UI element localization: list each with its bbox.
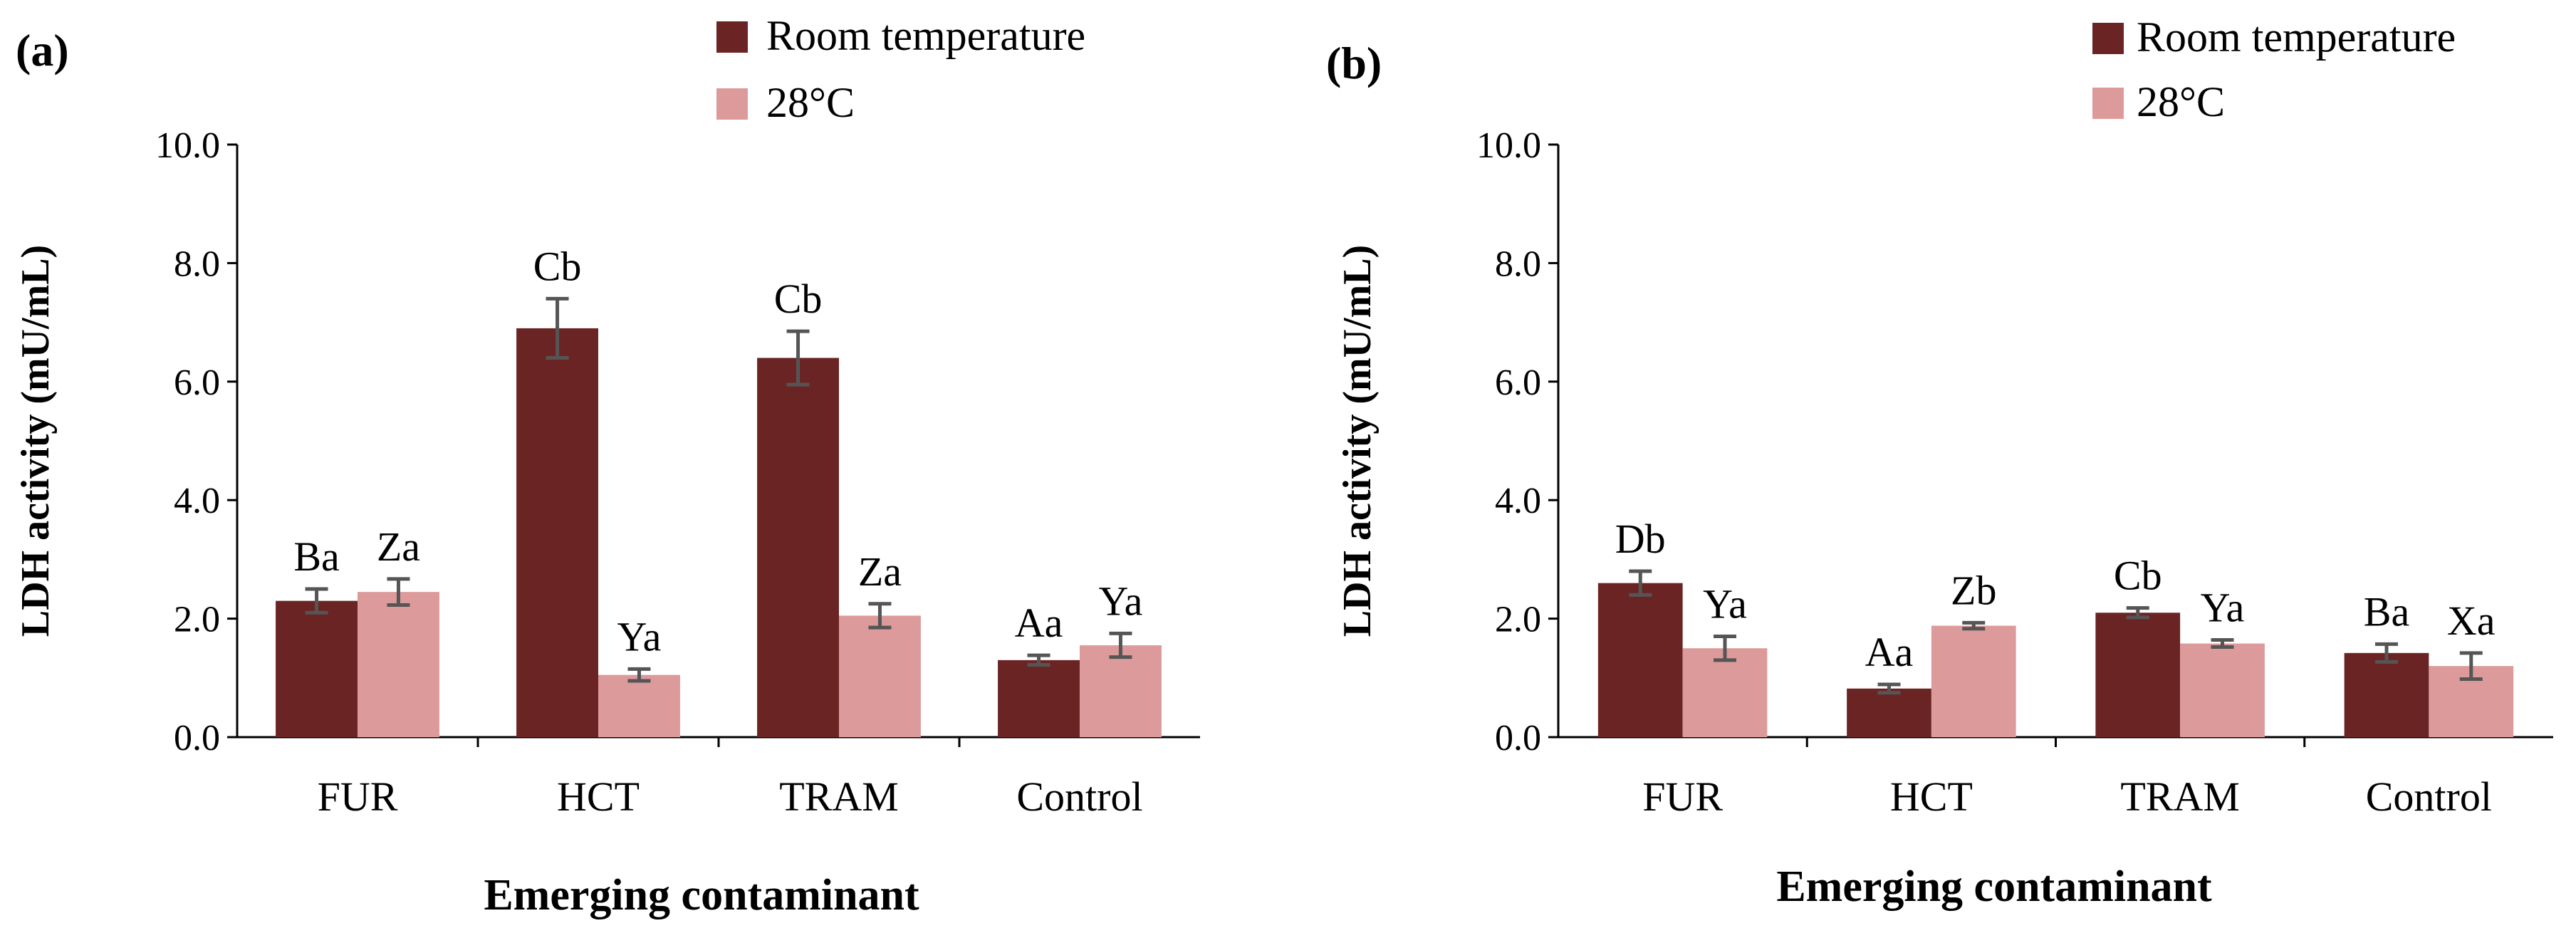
significance-label: Za bbox=[858, 548, 902, 595]
x-tick-label: FUR bbox=[318, 773, 398, 820]
panel-label: (a) bbox=[16, 25, 69, 75]
legend-label: Room temperature bbox=[766, 12, 1085, 59]
significance-label: Ya bbox=[2201, 585, 2245, 631]
bar bbox=[598, 674, 680, 737]
y-tick-label: 6.0 bbox=[1495, 363, 1541, 403]
bar bbox=[1597, 583, 1683, 737]
significance-label: Ba bbox=[2364, 588, 2409, 635]
legend-label: Room temperature bbox=[2137, 14, 2456, 61]
bar bbox=[1080, 645, 1162, 737]
legend: Room temperature 28°C bbox=[2092, 14, 2456, 125]
significance-label: Cb bbox=[774, 276, 823, 322]
bar bbox=[839, 615, 921, 737]
y-tick-label: 6.0 bbox=[174, 363, 220, 403]
panel-label: (b) bbox=[1326, 38, 1382, 88]
y-tick-label: 10.0 bbox=[155, 125, 220, 166]
significance-label: Aa bbox=[1015, 600, 1063, 646]
x-tick-label: TRAM bbox=[779, 773, 899, 820]
legend-swatch bbox=[716, 21, 748, 53]
y-tick-label: 8.0 bbox=[1495, 244, 1541, 284]
y-tick-label: 0.0 bbox=[1495, 718, 1541, 759]
significance-label: Aa bbox=[1865, 629, 1914, 675]
y-axis-label: LDH activity (mU/mL) bbox=[14, 245, 58, 637]
x-tick-label: HCT bbox=[1890, 773, 1973, 820]
x-axis-label: Emerging contaminant bbox=[484, 871, 919, 919]
legend-swatch bbox=[2092, 23, 2124, 54]
significance-label: Ya bbox=[1703, 581, 1747, 627]
bar bbox=[358, 592, 439, 737]
bar bbox=[2180, 643, 2265, 737]
significance-label: Zb bbox=[1951, 567, 1996, 613]
x-tick-label: FUR bbox=[1642, 773, 1723, 820]
y-tick-label: 2.0 bbox=[174, 600, 220, 640]
y-tick-label: 4.0 bbox=[1495, 481, 1541, 521]
significance-label: Db bbox=[1615, 516, 1666, 562]
x-tick-label: Control bbox=[2366, 773, 2492, 820]
bar bbox=[2344, 652, 2429, 737]
legend-swatch bbox=[2092, 88, 2124, 119]
bar bbox=[276, 600, 358, 737]
legend-swatch bbox=[716, 88, 748, 120]
panel-b: 0.0 2.0 4.0 6.0 8.0 10.0 FUR Db Ya HCT Aa Zb TRAM Cb Y… bbox=[1326, 14, 2553, 911]
x-tick-label: Control bbox=[1016, 773, 1142, 820]
y-tick-label: 10.0 bbox=[1476, 125, 1541, 166]
significance-label: Cb bbox=[533, 243, 582, 289]
bar bbox=[1682, 648, 1768, 737]
legend-label: 28°C bbox=[2137, 78, 2225, 125]
bar bbox=[2095, 613, 2181, 737]
bar bbox=[516, 328, 598, 737]
significance-label: Za bbox=[377, 523, 420, 570]
y-tick-label: 2.0 bbox=[1495, 600, 1541, 640]
legend: Room temperature 28°C bbox=[716, 12, 1085, 126]
bar bbox=[998, 660, 1080, 737]
panel-a: 0.0 2.0 4.0 6.0 8.0 10.0 FUR Ba Za HCT Cb Ya TRAM Cb Z… bbox=[14, 12, 1200, 919]
bar bbox=[1931, 625, 2016, 737]
significance-label: Ya bbox=[617, 613, 662, 660]
significance-label: Xa bbox=[2447, 598, 2496, 644]
significance-label: Cb bbox=[2114, 553, 2162, 599]
y-axis-label: LDH activity (mU/mL) bbox=[1335, 245, 1380, 637]
legend-label: 28°C bbox=[766, 79, 855, 126]
x-tick-label: HCT bbox=[557, 773, 640, 820]
bar bbox=[1847, 688, 1931, 737]
significance-label: Ya bbox=[1099, 578, 1143, 624]
x-tick-label: TRAM bbox=[2120, 773, 2240, 820]
y-tick-label: 4.0 bbox=[174, 481, 220, 521]
y-tick-label: 8.0 bbox=[174, 244, 220, 284]
x-axis-label: Emerging contaminant bbox=[1776, 862, 2212, 911]
y-tick-label: 0.0 bbox=[174, 718, 220, 759]
significance-label: Ba bbox=[293, 533, 339, 580]
bar bbox=[757, 358, 839, 737]
